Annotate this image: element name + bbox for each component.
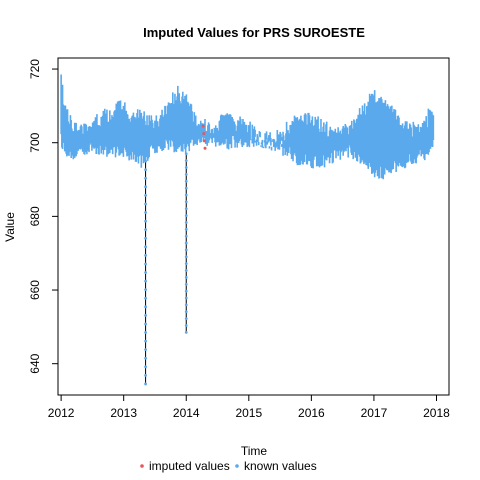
spike-point: [144, 288, 147, 292]
spike-point: [144, 373, 147, 377]
spike-point: [144, 176, 147, 180]
spike-point: [144, 382, 147, 386]
spike-point: [144, 236, 147, 240]
spike-point: [144, 322, 147, 326]
legend-marker: [140, 464, 144, 468]
spike-point: [144, 253, 147, 257]
spike-point: [184, 186, 188, 190]
spike-point: [144, 296, 147, 300]
y-tick-label: 660: [28, 280, 42, 300]
x-axis-label: Time: [241, 444, 268, 458]
spike-point: [184, 172, 188, 176]
spike-point: [184, 255, 188, 259]
x-axis: 2012 2013 2014 2015 2016 2017 2018: [48, 394, 450, 420]
spike-point: [184, 200, 188, 204]
spike-point: [144, 356, 147, 360]
spike-point: [144, 331, 147, 334]
x-tick-label: 2015: [235, 406, 262, 420]
spike-point: [184, 296, 188, 300]
y-axis-label: Value: [3, 212, 17, 242]
spike-point: [144, 313, 147, 317]
spike-point: [184, 227, 188, 231]
spike-point: [184, 324, 188, 327]
spike-point: [184, 214, 188, 217]
imputed-point: [202, 132, 206, 136]
spike-point: [144, 365, 147, 369]
y-tick-label: 700: [28, 132, 42, 152]
legend-label: known values: [244, 459, 317, 473]
spike-point: [144, 159, 147, 163]
legend: imputed values known values: [140, 459, 317, 473]
imputed-point: [201, 124, 205, 128]
x-tick-label: 2018: [423, 406, 450, 420]
spike-point: [144, 279, 147, 283]
spike-point: [184, 207, 188, 211]
x-tick-label: 2014: [173, 406, 200, 420]
spike-point: [144, 211, 147, 214]
spike-point: [184, 248, 188, 252]
spike-point: [144, 245, 147, 249]
spike-point: [184, 241, 188, 245]
known-values-band: [60, 74, 435, 180]
spike-point: [184, 166, 188, 169]
spike-point: [184, 221, 188, 224]
spike-point: [144, 185, 147, 189]
spike-point: [184, 289, 188, 293]
spike-point: [144, 194, 147, 197]
spike-point: [144, 228, 147, 232]
spike-point: [184, 317, 188, 321]
spike-point: [144, 271, 147, 274]
spike-point: [184, 330, 188, 334]
spike-point: [144, 168, 147, 172]
y-tick-label: 680: [28, 206, 42, 226]
legend-marker: [235, 464, 239, 468]
spike-point: [184, 303, 188, 307]
spike-point: [184, 152, 188, 156]
legend-label: imputed values: [149, 459, 230, 473]
y-axis: 640 660 680 700 720: [28, 59, 59, 374]
spike-point: [144, 305, 147, 309]
y-tick-label: 720: [28, 59, 42, 79]
x-tick-label: 2017: [361, 406, 388, 420]
spike-point: [184, 262, 188, 266]
x-tick-label: 2013: [110, 406, 137, 420]
spike-point: [144, 219, 147, 223]
spike-point: [184, 234, 188, 238]
spike-point: [144, 262, 147, 266]
spike-point: [184, 193, 188, 197]
spike-point: [184, 179, 188, 183]
spike-point: [184, 276, 188, 279]
x-tick-label: 2016: [298, 406, 325, 420]
spike-point: [144, 202, 147, 206]
imputed-point: [203, 146, 207, 150]
x-tick-label: 2012: [48, 406, 75, 420]
spike-point: [184, 269, 188, 272]
spike-point: [184, 282, 188, 286]
chart-title: Imputed Values for PRS SUROESTE: [143, 25, 365, 40]
spike-point: [144, 348, 147, 352]
spike-point: [184, 310, 188, 314]
spike-point: [144, 339, 147, 343]
imputed-point: [202, 139, 206, 143]
y-tick-label: 640: [28, 353, 42, 373]
plot-area: [60, 74, 435, 386]
spike-point: [184, 159, 188, 163]
